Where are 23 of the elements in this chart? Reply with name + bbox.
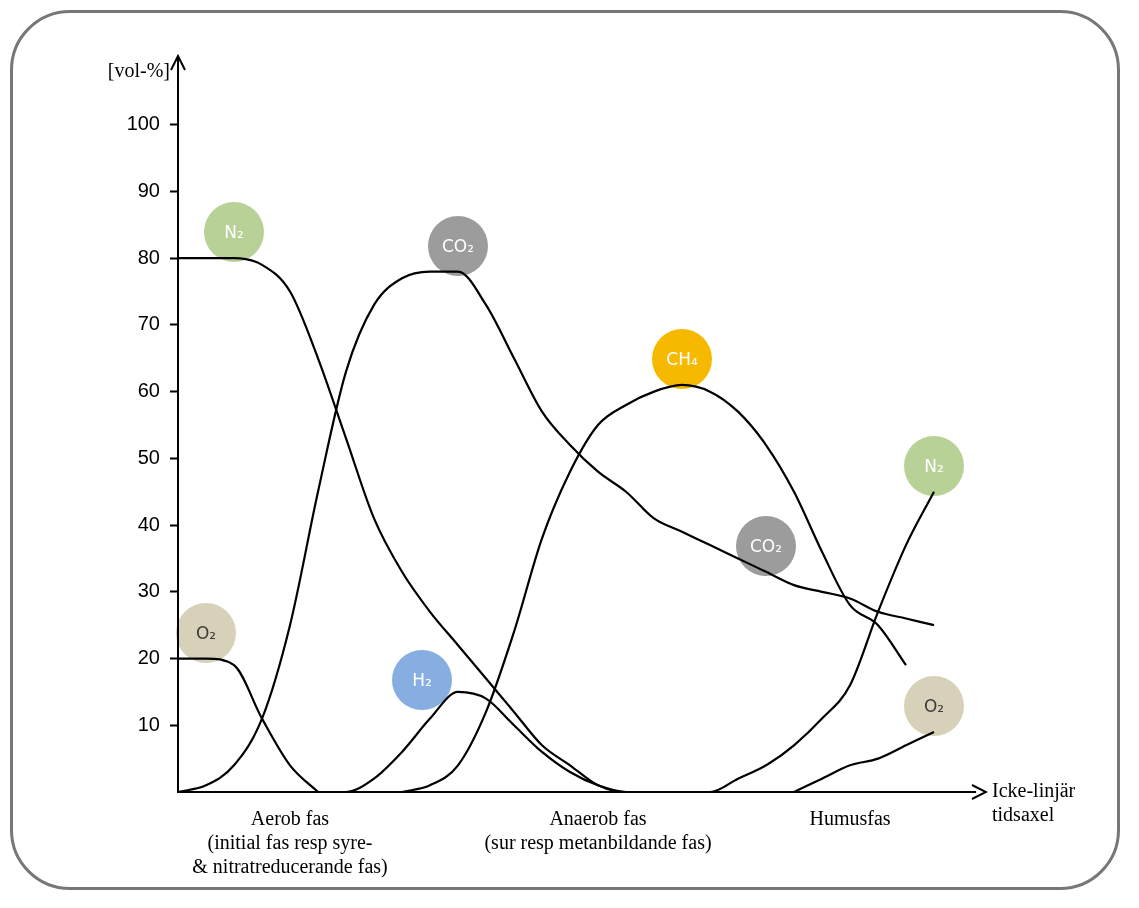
series-label: O₂	[195, 622, 217, 643]
series-label: CO₂	[749, 535, 783, 556]
y-tick-label: 50	[137, 445, 160, 468]
y-tick-label: 100	[126, 112, 160, 135]
x-axis-title: Icke-linjär tidsaxel	[992, 779, 1076, 826]
y-tick-label: 30	[137, 579, 160, 602]
series-label: O₂	[923, 695, 945, 716]
y-tick-label: 20	[137, 646, 160, 669]
series-label: H₂	[412, 669, 432, 690]
x-tick-label: Aerob fas (initial fas resp syre- & nitratreducerande fas)	[192, 807, 388, 879]
x-tick-label: Humusfas	[809, 807, 891, 830]
series-label: N₂	[924, 455, 944, 476]
series-label: N₂	[224, 222, 244, 243]
series-label: CH₄	[666, 348, 698, 369]
y-tick-label: 90	[137, 178, 160, 201]
y-tick-label: 10	[137, 712, 160, 735]
y-axis-title: [vol-%]	[107, 59, 170, 82]
y-tick-label: 60	[137, 379, 160, 402]
x-tick-label: Anaerob fas (sur resp metanbildande fas)	[484, 807, 712, 855]
y-tick-label: 40	[137, 512, 160, 535]
y-tick-label: 80	[137, 245, 160, 268]
y-tick-label: 70	[137, 312, 160, 335]
series-label: CO₂	[441, 235, 475, 256]
